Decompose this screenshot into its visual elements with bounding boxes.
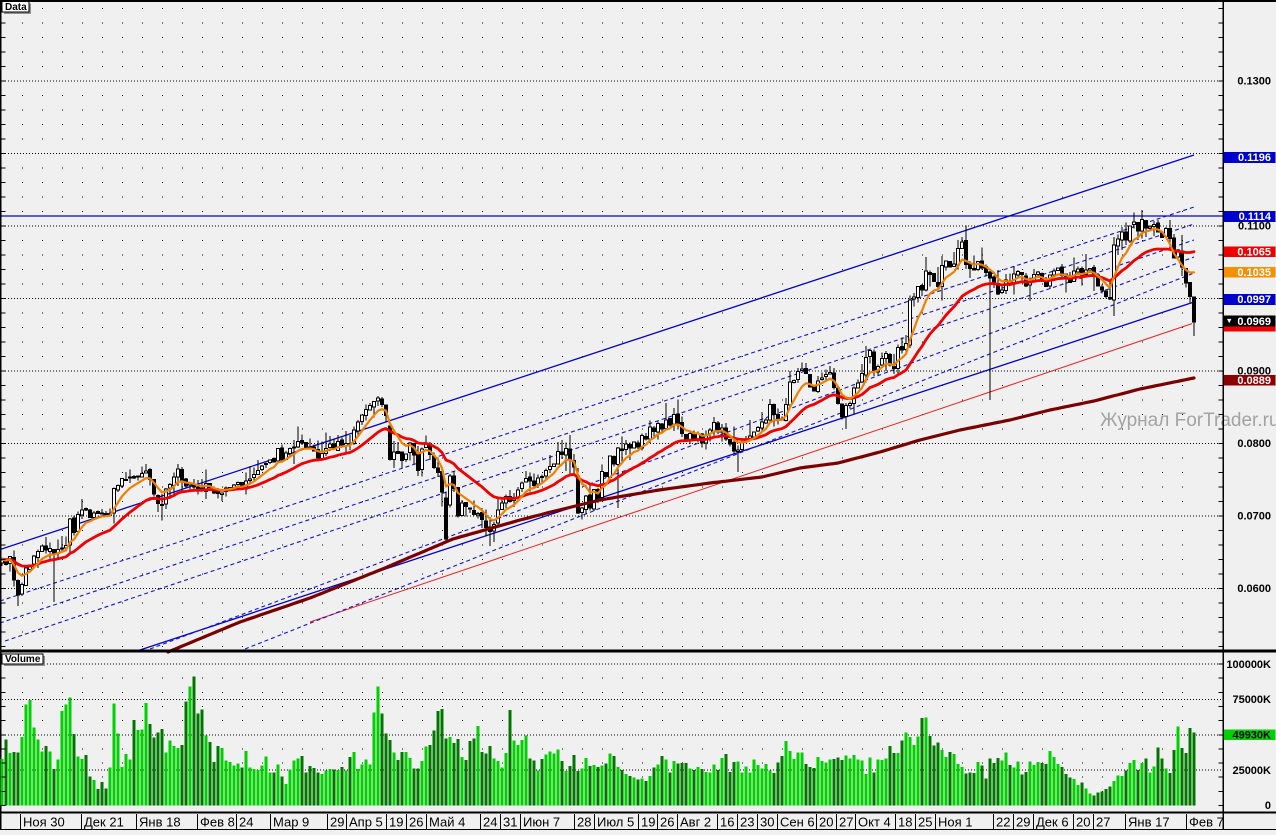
svg-text:0.0997: 0.0997: [1237, 294, 1271, 306]
svg-text:25: 25: [918, 815, 932, 830]
svg-text:0.1035: 0.1035: [1237, 267, 1271, 279]
svg-text:18: 18: [898, 815, 912, 830]
svg-text:0.0969: 0.0969: [1237, 316, 1271, 328]
svg-text:26: 26: [660, 815, 674, 830]
svg-text:31: 31: [503, 815, 517, 830]
svg-text:20: 20: [819, 815, 833, 830]
svg-text:0.0889: 0.0889: [1237, 375, 1271, 387]
svg-text:0: 0: [1265, 800, 1271, 812]
svg-text:Дек 21: Дек 21: [84, 815, 124, 830]
svg-text:30: 30: [760, 815, 774, 830]
svg-text:0.1300: 0.1300: [1237, 76, 1271, 88]
svg-text:Дек 6: Дек 6: [1036, 815, 1069, 830]
svg-text:Окт 4: Окт 4: [858, 815, 891, 830]
svg-text:Апр 5: Апр 5: [349, 815, 383, 830]
svg-text:Volume: Volume: [5, 654, 41, 665]
svg-text:0.0900: 0.0900: [1237, 366, 1271, 378]
svg-text:29: 29: [1016, 815, 1030, 830]
svg-text:100000K: 100000K: [1226, 659, 1271, 671]
svg-text:Май 4: Май 4: [429, 815, 465, 830]
svg-text:29: 29: [330, 815, 344, 830]
svg-text:75000K: 75000K: [1232, 694, 1271, 706]
svg-text:0.0700: 0.0700: [1237, 511, 1271, 523]
svg-text:0.1100: 0.1100: [1238, 221, 1271, 233]
svg-text:Мар 9: Мар 9: [273, 815, 309, 830]
svg-text:23: 23: [740, 815, 754, 830]
svg-text:Ноя 30: Ноя 30: [23, 815, 65, 830]
svg-text:0.0600: 0.0600: [1237, 583, 1271, 595]
svg-text:Ноя 1: Ноя 1: [938, 815, 973, 830]
svg-text:26: 26: [409, 815, 423, 830]
svg-text:0.0800: 0.0800: [1237, 438, 1271, 450]
svg-text:Июн 7: Июн 7: [523, 815, 560, 830]
svg-text:Янв 18: Янв 18: [139, 815, 181, 830]
svg-text:Сен 6: Сен 6: [780, 815, 815, 830]
svg-text:25000K: 25000K: [1232, 765, 1271, 777]
svg-text:Data: Data: [5, 2, 27, 13]
svg-text:0.1114: 0.1114: [1239, 211, 1272, 223]
svg-text:24: 24: [483, 815, 497, 830]
svg-text:28: 28: [577, 815, 591, 830]
svg-text:0.1065: 0.1065: [1237, 246, 1271, 258]
svg-text:0.1196: 0.1196: [1238, 152, 1271, 164]
svg-text:20: 20: [1076, 815, 1090, 830]
svg-text:27: 27: [1096, 815, 1110, 830]
svg-text:24: 24: [239, 815, 253, 830]
svg-text:49930K: 49930K: [1232, 730, 1271, 742]
svg-text:Авг 2: Авг 2: [680, 815, 711, 830]
svg-text:27: 27: [839, 815, 853, 830]
svg-text:Янв 17: Янв 17: [1128, 815, 1170, 830]
svg-text:Июл 5: Июл 5: [597, 815, 634, 830]
svg-text:Фев 8: Фев 8: [200, 815, 235, 830]
svg-text:Фев 7: Фев 7: [1189, 815, 1224, 830]
svg-text:Журнал ForTrader.ru: Журнал ForTrader.ru: [1100, 410, 1276, 431]
svg-text:19: 19: [641, 815, 655, 830]
svg-text:16: 16: [720, 815, 734, 830]
svg-text:22: 22: [996, 815, 1010, 830]
svg-text:19: 19: [389, 815, 403, 830]
